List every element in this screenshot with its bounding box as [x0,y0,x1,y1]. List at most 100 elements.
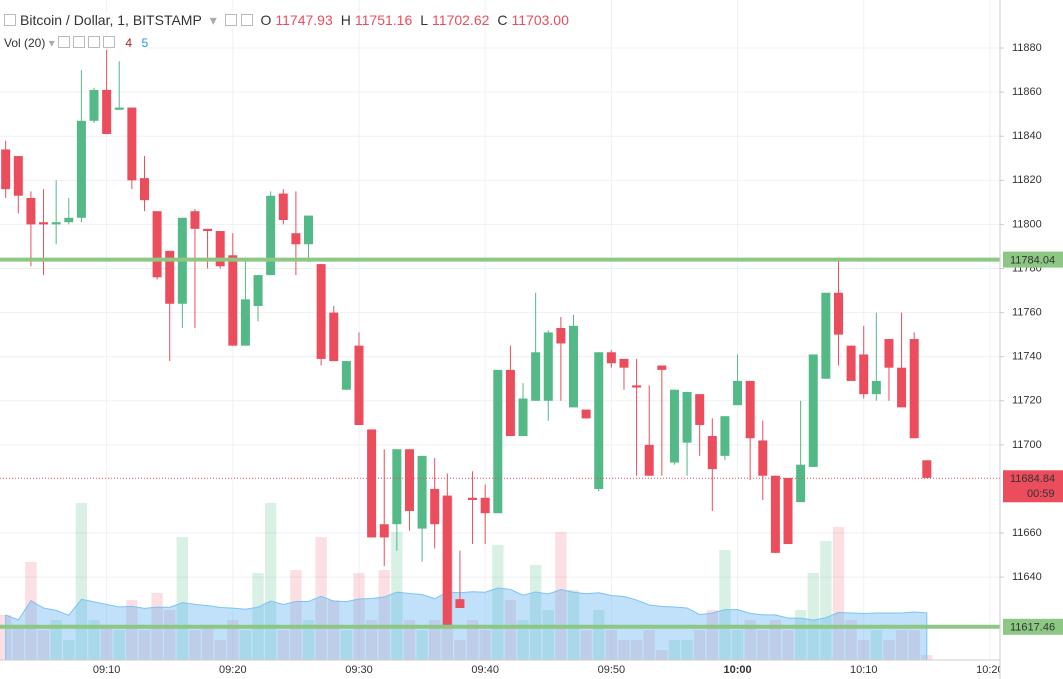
collapse-icon[interactable] [4,14,16,26]
candle-body [632,385,642,388]
volume-bar [164,610,176,660]
volume-bar [328,600,340,660]
volume-bar [580,630,592,660]
volume-bar [416,630,428,660]
candle-body [531,352,541,401]
volume-bar [239,630,252,660]
ohlc-label: C [497,12,508,28]
volume-bar [845,620,857,660]
candle-body [253,275,263,306]
settings-icon[interactable] [224,14,237,26]
volume-bar [769,620,782,660]
volume-bar [391,532,403,660]
price-badge-label: 11784.04 [1010,254,1055,266]
ohlc-value: 11747.93 [275,12,333,28]
candle-body [884,339,894,368]
candle-body [76,120,86,218]
candle-body [833,292,843,335]
volume-bar [593,610,605,660]
candle-body [102,89,112,135]
candle-body [909,339,919,439]
settings-icon[interactable] [88,36,101,48]
x-tick-label: 10:10 [850,664,878,676]
volume-bar [630,640,643,660]
volume-bar [201,625,214,660]
candle-body [152,211,162,278]
candle-body [733,380,743,406]
candle-body [505,369,515,437]
candle-body [13,156,23,196]
volume-bar [227,620,239,660]
volume-bar [757,630,769,660]
candle-body [556,328,566,344]
volume-bar [744,620,756,660]
candle-body [291,233,301,245]
candle-body [821,292,831,379]
ohlc-label: L [420,12,429,28]
header: Bitcoin / Dollar, 1, BITSTAMP ▾ O 11747.9… [4,12,581,29]
menu-caret[interactable]: ▾ [48,36,55,50]
candle-body [606,352,616,364]
candle-body [39,222,49,225]
settings-icon[interactable] [240,14,253,26]
volume-title: Vol (20) [4,36,46,50]
candle-body [215,231,225,267]
volume-bar [870,630,883,660]
volume-bar [555,532,567,660]
volume-bar [378,570,390,660]
candle-body [404,449,414,511]
candle-body [442,495,452,626]
candle-body [392,449,402,525]
candle-body [669,389,679,463]
volume-bar [605,630,618,660]
y-tick-label: 11800 [1012,218,1042,230]
volume-bar [315,537,327,660]
candle-body [770,475,780,553]
x-tick-label: 10:00 [723,664,751,676]
volume-bar [403,620,416,660]
volume-bar [113,630,125,660]
volume-bar [694,630,706,660]
candle-body [581,409,591,419]
settings-icon[interactable] [58,36,71,48]
candle-body [1,149,11,190]
bar-countdown: 00:59 [1027,488,1055,500]
x-axis: 09:10 09:20 09:30 09:40 09:50 10:00 10:10 10:20 [93,664,1004,676]
candle-body [417,455,427,529]
candle-body [266,195,276,276]
volume-bar [492,545,504,660]
settings-icon[interactable] [103,36,116,48]
menu-caret[interactable]: ▾ [209,12,217,28]
candle-body [619,358,629,368]
candle-body [707,436,717,470]
volume-bar [189,630,201,660]
symbol-title: Bitcoin / Dollar, 1, BITSTAMP [20,12,202,28]
candle-body [304,215,314,245]
last-price-label: 11684.84 [1010,473,1055,485]
volume-bar [832,527,845,660]
volume-ma-value: 5 [141,36,149,50]
settings-icon[interactable] [73,36,86,48]
volume-bar [807,573,819,660]
y-tick-label: 11880 [1012,42,1042,54]
candle-body [165,250,175,304]
volume-bar [37,630,50,660]
volume-bar [681,640,693,660]
y-tick-label: 11640 [1012,571,1042,583]
volume-bar [100,625,113,660]
candle-body [480,497,490,514]
volume-bar [895,630,908,660]
price-badge-label: 11617.46 [1010,622,1055,634]
candle-body [468,497,478,500]
volume-bar [12,625,24,660]
volume-bar [365,620,378,660]
volume-bar [504,600,517,660]
price-pane [0,45,1000,629]
volume-bar [353,573,365,660]
candle-body [203,228,213,232]
price-badge [1003,251,1063,268]
x-tick-label: 10:20 [976,664,1004,676]
x-tick-label: 09:50 [598,664,626,676]
candle-body [783,477,793,545]
